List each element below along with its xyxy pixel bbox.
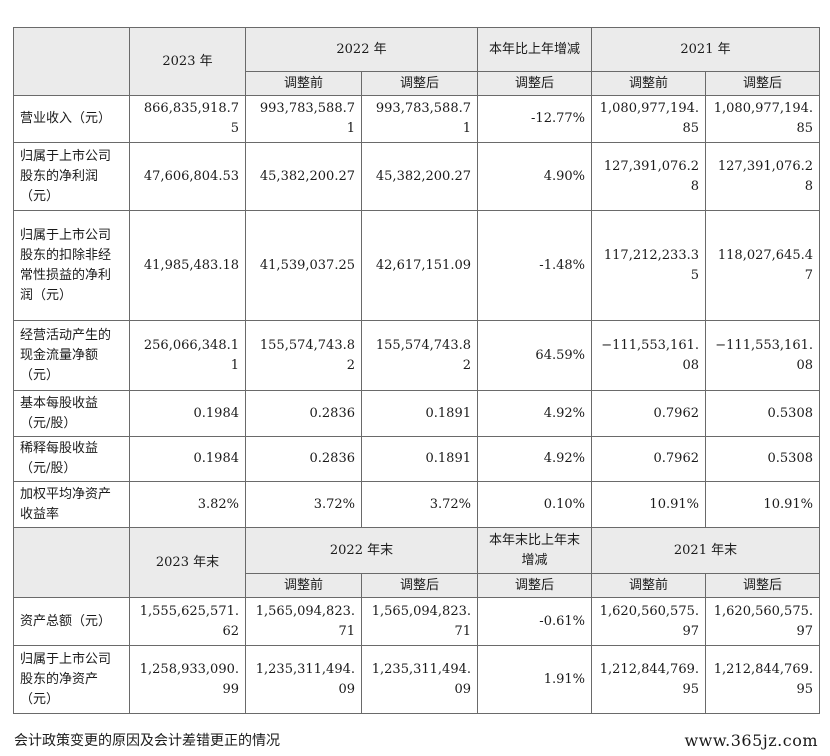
section-footer-text: 会计政策变更的原因及会计差错更正的情况 bbox=[14, 733, 280, 749]
cell-2021-after: 0.5308 bbox=[705, 390, 820, 437]
row-label: 经营活动产生的现金流量净额（元） bbox=[13, 320, 130, 391]
subheader-2021-before: 调整前 bbox=[591, 573, 706, 598]
table-row: 资产总额（元） 1,555,625,571.62 1,565,094,823.7… bbox=[13, 597, 820, 646]
cell-2023: 1,258,933,090.99 bbox=[129, 645, 246, 714]
table1-header-row: 2023 年 2022 年 本年比上年增减 2021 年 bbox=[13, 27, 820, 96]
cell-2022-after: 45,382,200.27 bbox=[361, 142, 478, 211]
cell-2021-after: 127,391,076.28 bbox=[705, 142, 820, 211]
cell-change: -1.48% bbox=[477, 210, 592, 321]
header-2023-end: 2023 年末 bbox=[129, 527, 246, 598]
cell-2021-before: −111,553,161.08 bbox=[591, 320, 706, 391]
cell-2022-after: 42,617,151.09 bbox=[361, 210, 478, 321]
row-label: 稀释每股收益（元/股） bbox=[13, 436, 130, 482]
cell-2023: 866,835,918.75 bbox=[129, 95, 246, 143]
cell-change: 4.90% bbox=[477, 142, 592, 211]
cell-2022-after: 0.1891 bbox=[361, 390, 478, 437]
cell-2021-after: 10.91% bbox=[705, 481, 820, 528]
watermark: www.365jz.com bbox=[684, 731, 818, 750]
cell-2022-before: 41,539,037.25 bbox=[245, 210, 362, 321]
cell-2022-before: 45,382,200.27 bbox=[245, 142, 362, 211]
cell-2022-after: 0.1891 bbox=[361, 436, 478, 482]
subheader-change-after: 调整后 bbox=[477, 71, 592, 96]
cell-2023: 1,555,625,571.62 bbox=[129, 597, 246, 646]
cell-2022-before: 0.2836 bbox=[245, 390, 362, 437]
subheader-2021-after: 调整后 bbox=[705, 71, 820, 96]
cell-2023: 3.82% bbox=[129, 481, 246, 528]
cell-2023: 47,606,804.53 bbox=[129, 142, 246, 211]
row-label: 归属于上市公司股东的净资产（元） bbox=[13, 645, 130, 714]
row-label: 归属于上市公司股东的净利润（元） bbox=[13, 142, 130, 211]
subheader-change-after: 调整后 bbox=[477, 573, 592, 598]
header-change-end: 本年末比上年末增减 bbox=[477, 527, 592, 574]
cell-2021-before: 1,080,977,194.85 bbox=[591, 95, 706, 143]
header-empty-cell bbox=[13, 527, 130, 598]
subheader-2022-before: 调整前 bbox=[245, 71, 362, 96]
table-row: 经营活动产生的现金流量净额（元） 256,066,348.11 155,574,… bbox=[13, 320, 820, 391]
cell-2022-after: 1,565,094,823.71 bbox=[361, 597, 478, 646]
cell-2023: 0.1984 bbox=[129, 436, 246, 482]
cell-change: 1.91% bbox=[477, 645, 592, 714]
subheader-2022-before: 调整前 bbox=[245, 573, 362, 598]
header-2022-end: 2022 年末 bbox=[245, 527, 478, 574]
cell-2021-after: 1,212,844,769.95 bbox=[705, 645, 820, 714]
cell-2021-before: 0.7962 bbox=[591, 436, 706, 482]
table1-subheader-row: 调整前 调整后 调整后 调整前 调整后 bbox=[14, 71, 820, 96]
row-label: 加权平均净资产收益率 bbox=[13, 481, 130, 528]
header-empty-cell bbox=[13, 27, 130, 96]
cell-2021-before: 10.91% bbox=[591, 481, 706, 528]
row-label: 资产总额（元） bbox=[13, 597, 130, 646]
cell-2023: 256,066,348.11 bbox=[129, 320, 246, 391]
cell-2022-before: 0.2836 bbox=[245, 436, 362, 482]
cell-2021-after: 1,620,560,575.97 bbox=[705, 597, 820, 646]
cell-2023: 0.1984 bbox=[129, 390, 246, 437]
header-change: 本年比上年增减 bbox=[477, 27, 592, 72]
cell-2022-after: 993,783,588.71 bbox=[361, 95, 478, 143]
subheader-2022-after: 调整后 bbox=[361, 573, 478, 598]
cell-2021-before: 127,391,076.28 bbox=[591, 142, 706, 211]
cell-2021-after: −111,553,161.08 bbox=[705, 320, 820, 391]
cell-2022-before: 1,235,311,494.09 bbox=[245, 645, 362, 714]
table-row: 加权平均净资产收益率 3.82% 3.72% 3.72% 0.10% 10.91… bbox=[13, 481, 820, 528]
table-row: 营业收入（元） 866,835,918.75 993,783,588.71 99… bbox=[13, 95, 820, 143]
cell-2022-before: 1,565,094,823.71 bbox=[245, 597, 362, 646]
cell-2022-before: 3.72% bbox=[245, 481, 362, 528]
cell-change: 4.92% bbox=[477, 436, 592, 482]
cell-2021-before: 117,212,233.35 bbox=[591, 210, 706, 321]
cell-change: -0.61% bbox=[477, 597, 592, 646]
row-label: 营业收入（元） bbox=[13, 95, 130, 143]
row-label: 归属于上市公司股东的扣除非经常性损益的净利润（元） bbox=[13, 210, 130, 321]
table2-subheader-row: 调整前 调整后 调整后 调整前 调整后 bbox=[14, 573, 820, 598]
table2-header-row: 2023 年末 2022 年末 本年末比上年末增减 2021 年末 bbox=[13, 527, 820, 598]
header-2023: 2023 年 bbox=[129, 27, 246, 96]
cell-2021-before: 1,620,560,575.97 bbox=[591, 597, 706, 646]
cell-change: 4.92% bbox=[477, 390, 592, 437]
subheader-2021-before: 调整前 bbox=[591, 71, 706, 96]
header-2021: 2021 年 bbox=[591, 27, 820, 72]
cell-2021-after: 1,080,977,194.85 bbox=[705, 95, 820, 143]
cell-change: 0.10% bbox=[477, 481, 592, 528]
cell-2022-after: 3.72% bbox=[361, 481, 478, 528]
row-label: 基本每股收益（元/股） bbox=[13, 390, 130, 437]
cell-2022-before: 155,574,743.82 bbox=[245, 320, 362, 391]
cell-2021-after: 118,027,645.47 bbox=[705, 210, 820, 321]
subheader-2022-after: 调整后 bbox=[361, 71, 478, 96]
cell-2023: 41,985,483.18 bbox=[129, 210, 246, 321]
header-2022: 2022 年 bbox=[245, 27, 478, 72]
cell-change: 64.59% bbox=[477, 320, 592, 391]
table-row: 归属于上市公司股东的净资产（元） 1,258,933,090.99 1,235,… bbox=[13, 645, 820, 714]
cell-2021-before: 1,212,844,769.95 bbox=[591, 645, 706, 714]
cell-2021-before: 0.7962 bbox=[591, 390, 706, 437]
cell-2022-after: 1,235,311,494.09 bbox=[361, 645, 478, 714]
table-row: 稀释每股收益（元/股） 0.1984 0.2836 0.1891 4.92% 0… bbox=[13, 436, 820, 482]
cell-change: -12.77% bbox=[477, 95, 592, 143]
table-row: 归属于上市公司股东的净利润（元） 47,606,804.53 45,382,20… bbox=[13, 142, 820, 211]
table-row: 归属于上市公司股东的扣除非经常性损益的净利润（元） 41,985,483.18 … bbox=[13, 210, 820, 321]
cell-2021-after: 0.5308 bbox=[705, 436, 820, 482]
financial-data-table: 2023 年 2022 年 本年比上年增减 2021 年 调整前 调整后 调整后… bbox=[13, 27, 820, 714]
table-row: 基本每股收益（元/股） 0.1984 0.2836 0.1891 4.92% 0… bbox=[13, 390, 820, 437]
subheader-2021-after: 调整后 bbox=[705, 573, 820, 598]
cell-2022-before: 993,783,588.71 bbox=[245, 95, 362, 143]
header-2021-end: 2021 年末 bbox=[591, 527, 820, 574]
cell-2022-after: 155,574,743.82 bbox=[361, 320, 478, 391]
